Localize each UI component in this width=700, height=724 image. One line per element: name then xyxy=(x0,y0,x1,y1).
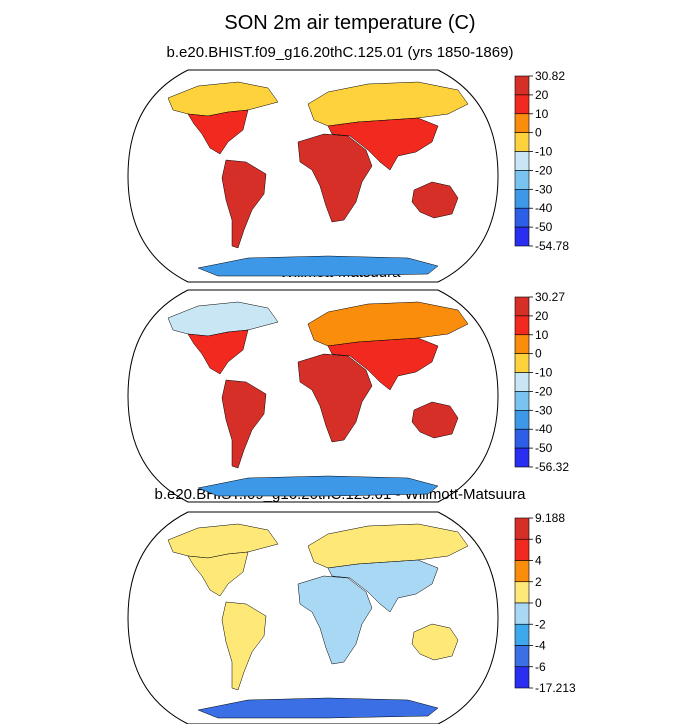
colorbar-swatch xyxy=(514,372,530,392)
main-title: SON 2m air temperature (C) xyxy=(224,12,476,34)
colorbar-label: -50 xyxy=(535,441,553,455)
colorbar-label: -40 xyxy=(535,422,553,436)
colorbar-swatch xyxy=(514,334,530,354)
region-north-america-north xyxy=(167,81,279,117)
colorbar-label: -56.32 xyxy=(535,460,569,474)
map-outline xyxy=(127,69,499,283)
region-south-asia xyxy=(327,559,439,613)
region-antarctica xyxy=(197,475,439,497)
colorbar-panel-1: 30.82 20 10 0 -10 -20 -30 -40 -50 -54.78 xyxy=(514,69,569,253)
region-north-america-south xyxy=(187,109,249,155)
colorbar-label: 20 xyxy=(535,88,549,102)
map-panel-3 xyxy=(127,511,499,724)
colorbar-swatch xyxy=(514,132,530,152)
colorbar-panel-2: 30.27 20 10 0 -10 -20 -30 -40 -50 -56.32 xyxy=(514,290,569,474)
colorbar-label: 20 xyxy=(535,309,549,323)
colorbar-swatch xyxy=(514,666,530,689)
region-eurasia xyxy=(307,301,469,347)
colorbar-label: 10 xyxy=(535,328,549,342)
map-panel-2 xyxy=(127,289,499,503)
region-africa xyxy=(297,575,373,665)
colorbar-label: 0 xyxy=(535,347,542,361)
region-eurasia xyxy=(307,523,469,569)
colorbar-swatch xyxy=(514,151,530,171)
colorbar-swatch xyxy=(514,75,530,96)
colorbar-label: -4 xyxy=(535,639,546,653)
colorbar-label: 10 xyxy=(535,107,549,121)
colorbar-label: -40 xyxy=(535,201,553,215)
colorbar-swatch xyxy=(514,296,530,317)
colorbar-label: 0 xyxy=(535,126,542,140)
region-south-america xyxy=(221,159,267,249)
colorbar-label: -10 xyxy=(535,145,553,159)
colorbar-swatch xyxy=(514,517,530,540)
colorbar-label: -20 xyxy=(535,163,553,177)
colorbar-label: -2 xyxy=(535,617,546,631)
region-africa xyxy=(297,133,373,223)
region-north-america-north xyxy=(167,301,279,337)
colorbar-label: -54.78 xyxy=(535,239,569,253)
colorbar-swatch xyxy=(514,645,530,668)
colorbar-label: 9.188 xyxy=(535,511,565,525)
colorbar-swatch xyxy=(514,353,530,373)
region-antarctica xyxy=(197,255,439,277)
region-australia xyxy=(411,623,459,661)
colorbar-swatch xyxy=(514,410,530,430)
region-south-asia xyxy=(327,117,439,171)
map-outline xyxy=(127,511,499,724)
map-panel-1 xyxy=(127,69,499,283)
colorbar-swatch xyxy=(514,315,530,336)
colorbar-swatch xyxy=(514,428,530,449)
panel-title-1: b.e20.BHIST.f09_g16.20thC.125.01 (yrs 18… xyxy=(166,44,514,61)
colorbar-swatch xyxy=(514,94,530,115)
colorbar-label: 30.27 xyxy=(535,290,565,304)
colorbar-label: 4 xyxy=(535,554,542,568)
colorbar-label: -6 xyxy=(535,660,546,674)
colorbar-label: 6 xyxy=(535,532,542,546)
colorbar-label: -30 xyxy=(535,403,553,417)
region-antarctica xyxy=(197,697,439,719)
map-outline xyxy=(127,289,499,503)
colorbar-swatch xyxy=(514,581,530,604)
region-north-america-south xyxy=(187,551,249,597)
colorbar-swatch xyxy=(514,113,530,133)
region-australia xyxy=(411,181,459,219)
colorbar-label: -50 xyxy=(535,220,553,234)
colorbar-swatch xyxy=(514,391,530,411)
colorbar-label: -17.213 xyxy=(535,681,576,695)
colorbar-swatch xyxy=(514,207,530,228)
region-south-america xyxy=(221,601,267,691)
colorbar-swatch xyxy=(514,189,530,209)
region-south-america xyxy=(221,379,267,469)
colorbar-swatch xyxy=(514,602,530,625)
region-eurasia xyxy=(307,81,469,127)
colorbar-label: 2 xyxy=(535,575,542,589)
colorbar-swatch xyxy=(514,560,530,583)
colorbar-swatch xyxy=(514,170,530,190)
colorbar-panel-3: 9.188 6 4 2 0 -2 -4 -6 -17.213 xyxy=(514,511,576,695)
colorbar-label: 0 xyxy=(535,596,542,610)
colorbar-label: 30.82 xyxy=(535,69,565,83)
colorbar-label: -30 xyxy=(535,182,553,196)
region-south-asia xyxy=(327,337,439,391)
region-africa xyxy=(297,353,373,443)
colorbar-swatch xyxy=(514,226,530,247)
colorbar-label: -10 xyxy=(535,366,553,380)
colorbar-label: -20 xyxy=(535,384,553,398)
colorbar-swatch xyxy=(514,623,530,646)
region-north-america-north xyxy=(167,523,279,559)
region-north-america-south xyxy=(187,329,249,375)
colorbar-swatch xyxy=(514,447,530,468)
region-australia xyxy=(411,401,459,439)
colorbar-swatch xyxy=(514,538,530,561)
